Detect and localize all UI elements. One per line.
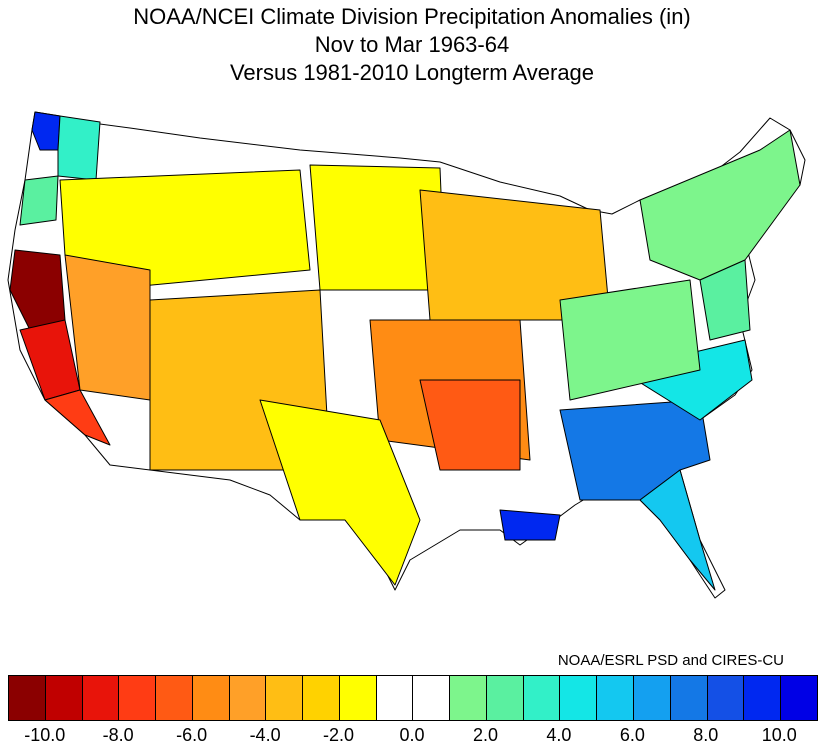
credit-text: NOAA/ESRL PSD and CIRES-CU bbox=[557, 652, 784, 669]
southeast-region bbox=[559, 399, 711, 501]
legend-tick-label: 6.0 bbox=[619, 725, 645, 745]
legend-tick-labels: -10.0 -8.0 -6.0 -4.0 -2.0 0.0 2.0 4.0 6.0 8.0 10.0 bbox=[0, 725, 824, 745]
legend-tick-label: 2.0 bbox=[472, 725, 498, 745]
legend-swatch bbox=[781, 676, 817, 720]
legend-swatch bbox=[156, 676, 193, 720]
map-subtitle-baseline: Versus 1981-2010 Longterm Average bbox=[229, 60, 595, 85]
ohio-valley-region bbox=[559, 279, 701, 401]
legend-swatch bbox=[229, 676, 267, 720]
legend-swatch bbox=[597, 676, 635, 720]
legend-swatch bbox=[523, 676, 561, 720]
legend-swatch bbox=[266, 676, 304, 720]
us-climate-division-map bbox=[7, 111, 806, 599]
legend-swatch bbox=[339, 676, 377, 720]
legend-swatch bbox=[192, 676, 230, 720]
legend-swatch bbox=[413, 676, 451, 720]
arklatex-region bbox=[419, 379, 521, 471]
louisiana-coast-region bbox=[499, 509, 561, 541]
wa-west-region bbox=[57, 115, 101, 181]
legend-tick-label: 10.0 bbox=[761, 725, 797, 745]
legend-tick-label: -2.0 bbox=[323, 725, 355, 745]
legend-swatch bbox=[634, 676, 671, 720]
legend-tick-label: 0.0 bbox=[399, 725, 425, 745]
legend-tick-label: -4.0 bbox=[249, 725, 281, 745]
legend-swatch bbox=[560, 676, 598, 720]
legend-swatch bbox=[486, 676, 524, 720]
florida-region bbox=[639, 469, 716, 591]
northeast-region bbox=[639, 129, 801, 281]
legend-swatch bbox=[45, 676, 83, 720]
mid-atlantic-region bbox=[699, 259, 751, 341]
legend-swatch bbox=[119, 676, 157, 720]
legend-tick-label: 8.0 bbox=[693, 725, 719, 745]
legend-swatch bbox=[450, 676, 487, 720]
legend-swatch bbox=[670, 676, 708, 720]
legend-tick-label: -10.0 bbox=[24, 725, 66, 745]
legend-swatch bbox=[707, 676, 745, 720]
west-interior-region bbox=[59, 169, 311, 291]
or-coast-region bbox=[19, 175, 59, 226]
legend-tick-label: 4.0 bbox=[546, 725, 572, 745]
legend-tick-label: -6.0 bbox=[176, 725, 208, 745]
map-subtitle-period: Nov to Mar 1963-64 bbox=[314, 32, 510, 57]
ca-south-region bbox=[44, 389, 111, 446]
color-scale-legend bbox=[8, 675, 818, 721]
map-title: NOAA/NCEI Climate Division Precipitation… bbox=[133, 4, 691, 29]
texas-region bbox=[259, 399, 421, 586]
legend-swatch bbox=[376, 676, 414, 720]
legend-swatch bbox=[303, 676, 340, 720]
legend-swatch bbox=[744, 676, 782, 720]
carolinas-region bbox=[619, 339, 753, 421]
legend-tick-label: -8.0 bbox=[102, 725, 134, 745]
legend-swatch bbox=[9, 676, 46, 720]
wa-coast-region bbox=[31, 111, 61, 151]
legend-swatch bbox=[82, 676, 120, 720]
